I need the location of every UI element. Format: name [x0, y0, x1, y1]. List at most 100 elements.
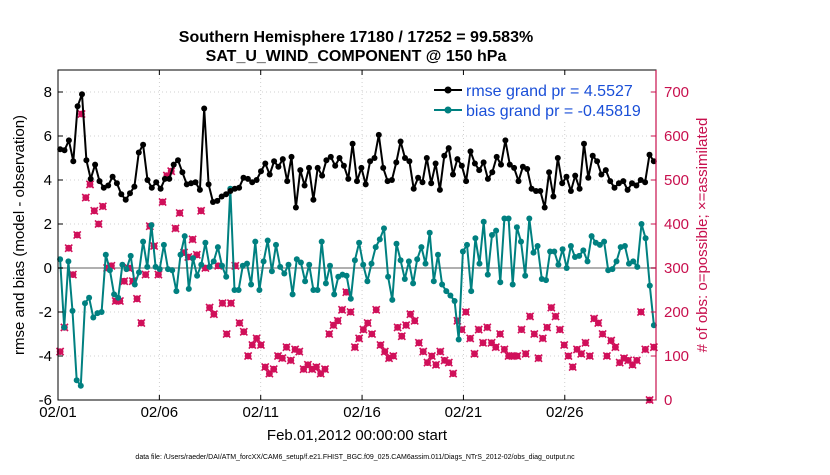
obs-point-128-cross-b: [602, 351, 612, 361]
rmse-point-135: [646, 151, 653, 158]
bias-point-110: [513, 224, 520, 231]
bias-point-133: [609, 266, 616, 273]
obs-point-53-cross-b: [282, 343, 291, 352]
y-right-tick-label-4: 400: [664, 216, 689, 233]
rmse-point-12: [109, 173, 116, 180]
obs-point-99-cross-b: [478, 338, 488, 347]
obs-point-119: [564, 351, 573, 361]
obs-point-87: [427, 351, 436, 361]
obs-point-79-cross-b: [393, 323, 402, 332]
bias-point-112: [522, 272, 529, 279]
rmse-point-17: [131, 183, 138, 190]
bias-point-58: [297, 259, 304, 266]
rmse-point-113: [550, 193, 557, 200]
rmse-point-94: [467, 148, 474, 155]
obs-point-39-cross-b: [222, 329, 231, 339]
bias-point-81: [393, 240, 400, 247]
bias-point-49: [260, 258, 267, 265]
obs-point-23-cross-b: [154, 270, 163, 279]
obs-point-88-cross-b: [431, 360, 441, 369]
obs-point-137: [641, 345, 650, 354]
y-left-tick-label-3: 0: [44, 260, 52, 277]
bias-point-13: [111, 291, 118, 298]
obs-point-83-cross-b: [410, 316, 419, 325]
rmse-point-16: [127, 190, 133, 197]
obs-point-132: [619, 354, 629, 363]
rmse-point-11: [105, 182, 112, 189]
obs-point-24: [158, 197, 167, 207]
obs-point-35-cross-b: [205, 303, 214, 312]
rmse-point-69: [358, 164, 365, 171]
bias-point-72: [356, 239, 363, 246]
bias-point-51: [268, 268, 275, 275]
y-right-tick-label-1: 100: [664, 348, 689, 365]
rmse-point-102: [502, 137, 509, 144]
bias-point-84: [405, 258, 412, 265]
chart-subtitle: SAT_U_WIND_COMPONENT @ 150 hPa: [206, 48, 507, 65]
obs-point-55-cross-b: [290, 345, 300, 354]
rmse-point-46: [258, 168, 264, 175]
obs-point-43-cross-b: [239, 327, 248, 336]
x-tick-label-5: 02/26: [546, 404, 584, 421]
rmse-point-74: [380, 164, 387, 171]
chart-title: Southern Hemisphere 17180 / 17252 = 99.5…: [179, 29, 533, 46]
obs-point-31: [188, 235, 197, 244]
obs-point-85-cross-b: [419, 347, 428, 356]
rmse-point-19: [140, 141, 147, 148]
rmse-point-32: [196, 186, 203, 193]
obs-point-89-cross-b: [436, 347, 445, 356]
bias-point-32: [190, 255, 196, 262]
rmse-point-64: [336, 155, 343, 161]
bias-point-120: [555, 261, 562, 268]
rmse-point-36: [214, 197, 221, 204]
bias-point-88: [422, 260, 429, 267]
obs-point-84-cross-b: [414, 338, 424, 347]
rmse-point-82: [415, 174, 422, 181]
obs-point-31-cross-b: [188, 235, 197, 244]
rmse-point-99: [489, 169, 496, 176]
obs-point-42: [235, 318, 244, 328]
bias-point-63: [318, 238, 325, 245]
obs-point-117-cross-b: [555, 325, 565, 334]
rmse-point-91: [454, 156, 461, 163]
obs-point-129: [606, 336, 616, 345]
legend-rmse-label: rmse grand pr = 4.5527: [466, 83, 633, 100]
bias-point-40: [223, 273, 230, 280]
rmse-point-117: [567, 188, 574, 194]
rmse-point-85: [428, 180, 435, 187]
bias-point-20: [140, 238, 147, 245]
obs-point-56: [295, 347, 304, 356]
bias-point-70: [347, 295, 354, 302]
obs-point-115: [547, 303, 556, 312]
obs-point-113-cross-b: [538, 334, 547, 343]
obs-point-36: [209, 310, 219, 319]
rmse-point-61: [323, 157, 330, 164]
bias-point-29: [177, 251, 184, 258]
rmse-point-26: [170, 161, 177, 168]
rmse-point-21: [148, 184, 155, 191]
obs-point-129-cross-b: [606, 336, 616, 345]
obs-point-110-cross-b: [525, 312, 535, 321]
obs-point-6: [81, 193, 90, 202]
rmse-point-18: [135, 149, 142, 156]
bias-point-19: [136, 269, 142, 276]
rmse-point-71: [367, 158, 374, 165]
bias-point-98: [464, 241, 470, 248]
obs-point-103: [495, 329, 505, 339]
bias-point-142: [646, 282, 653, 289]
obs-point-120: [568, 362, 577, 372]
x-axis-label: Feb.01,2012 00:00:00 start: [267, 427, 448, 444]
bias-point-17: [127, 252, 134, 259]
obs-point-4: [73, 230, 82, 240]
obs-point-62: [320, 365, 330, 374]
obs-point-113: [538, 334, 547, 343]
obs-point-126-cross-b: [594, 318, 603, 328]
y-left-tick-label-2: -2: [39, 304, 52, 321]
rmse-point-123: [594, 158, 601, 165]
y-right-axis-ticks: 0 100 200 300 400 500 600 700: [651, 70, 689, 409]
rmse-point-50: [275, 163, 282, 170]
obs-point-114: [542, 323, 552, 332]
bias-point-53: [277, 263, 284, 270]
obs-point-104: [500, 345, 509, 354]
